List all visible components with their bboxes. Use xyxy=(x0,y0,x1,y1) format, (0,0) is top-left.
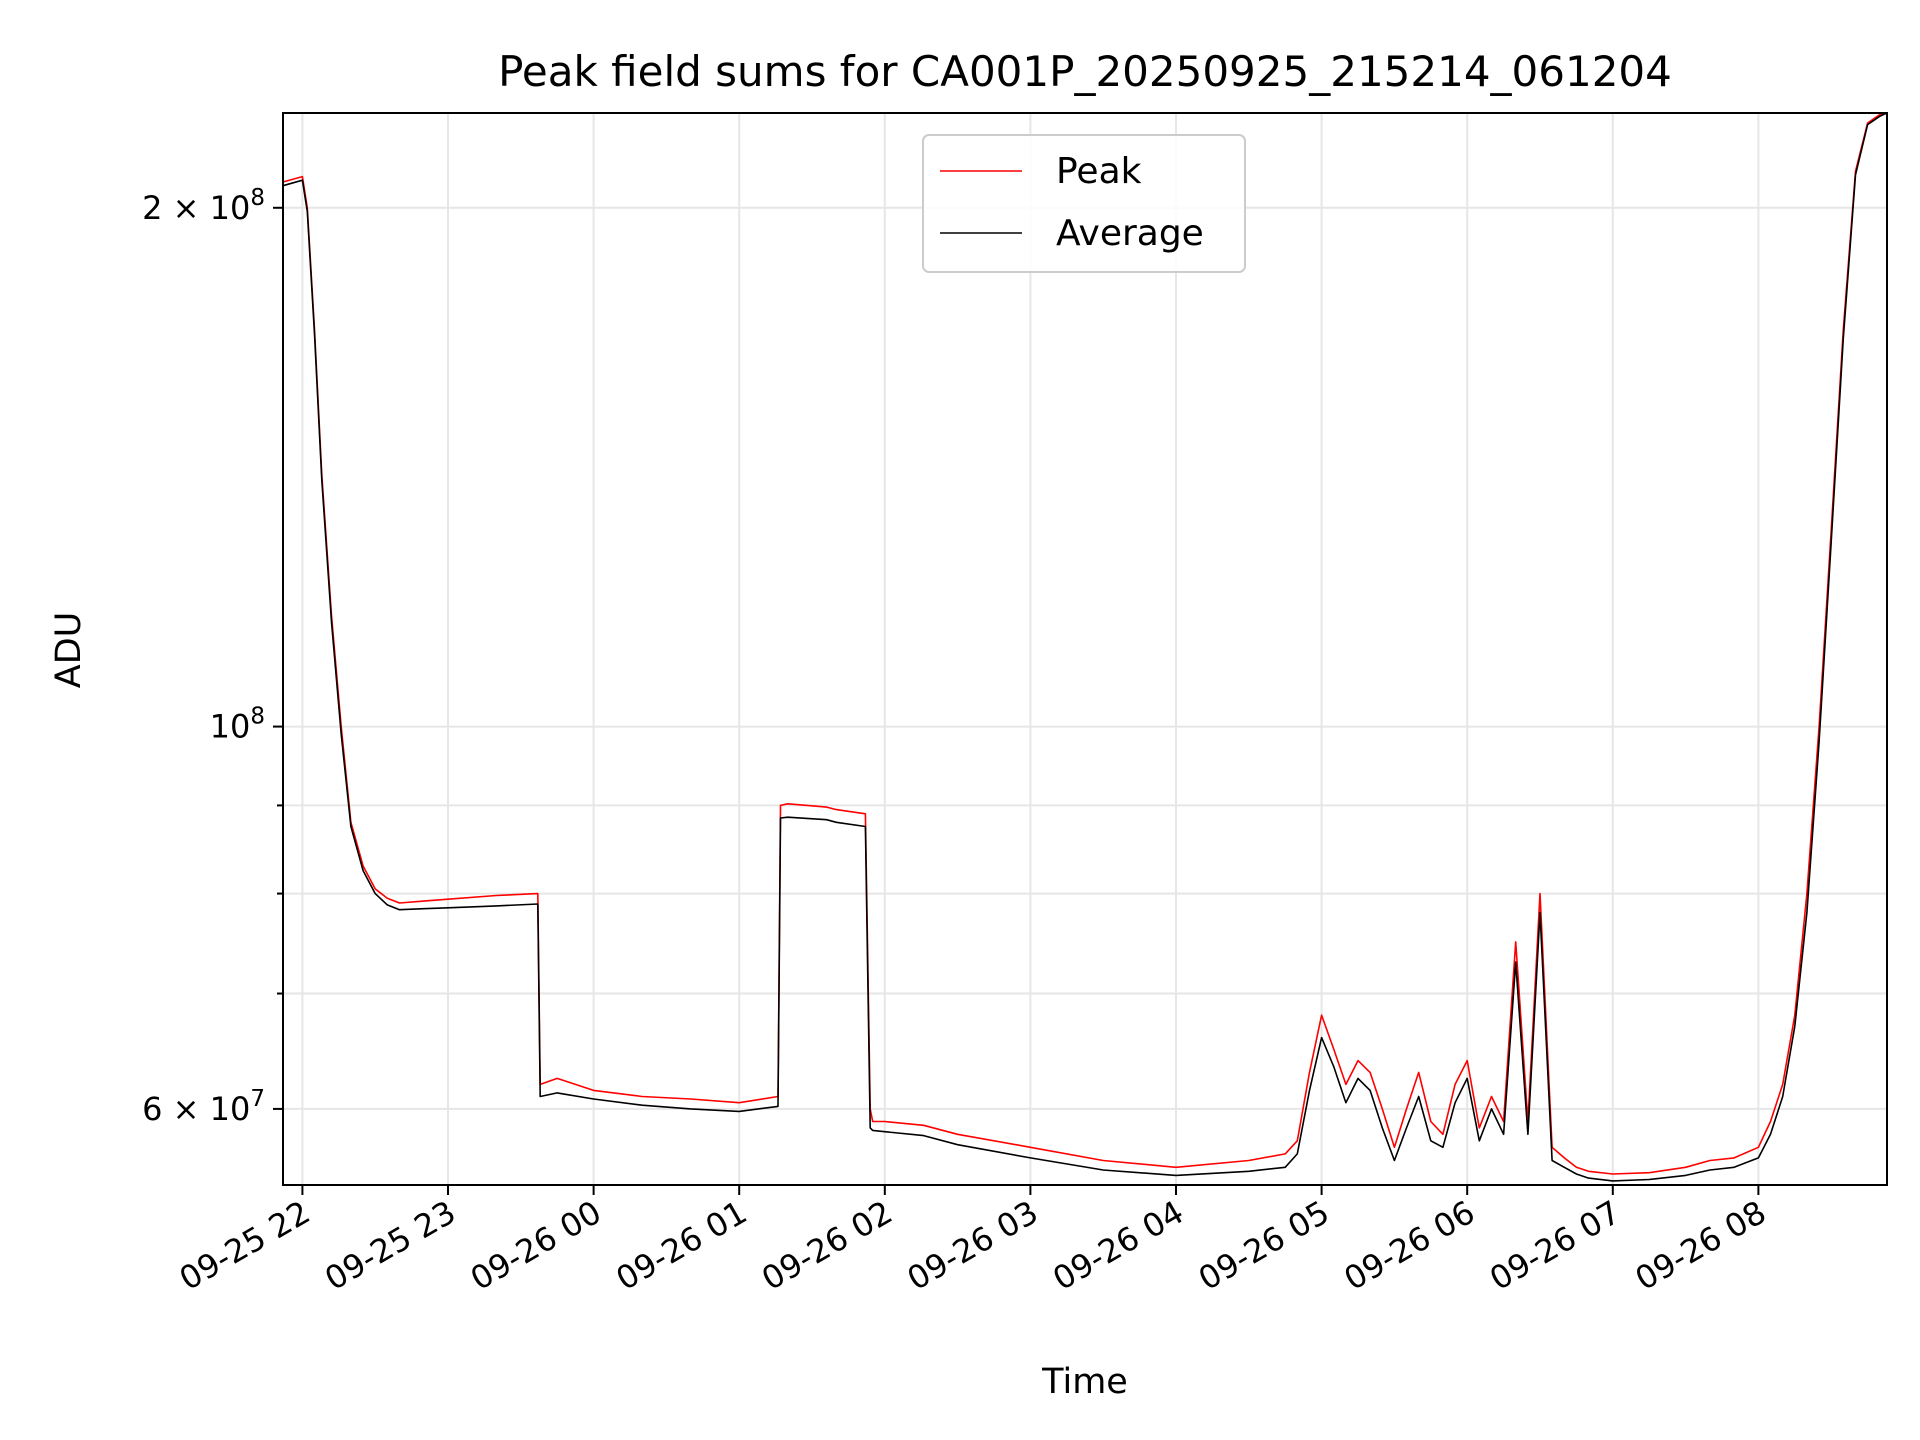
legend-box xyxy=(922,134,1246,273)
y-tick-label: 108 xyxy=(210,704,265,746)
plot-frame xyxy=(282,112,1888,1186)
series-group xyxy=(282,112,1888,1182)
legend-label-average: Average xyxy=(1056,213,1204,254)
x-axis: 09-25 22 09-25 23 09-26 00 09-26 01 09-26 02… xyxy=(173,1185,1773,1298)
x-tick-label: 09-26 03 xyxy=(901,1193,1045,1298)
x-tick-label: 09-25 22 xyxy=(173,1193,317,1298)
x-tick-label: 09-26 00 xyxy=(464,1193,608,1298)
chart-title: Peak field sums for CA001P_20250925_2152… xyxy=(498,47,1672,96)
x-tick-label: 09-26 01 xyxy=(610,1193,754,1298)
series-line-peak xyxy=(282,112,1888,1175)
y-axis: 2 × 108 108 6 × 107 xyxy=(142,185,283,1128)
legend: Peak Average xyxy=(922,134,1246,273)
x-tick-label: 09-26 07 xyxy=(1483,1193,1627,1298)
x-axis-label: Time xyxy=(1041,1362,1128,1402)
legend-label-peak: Peak xyxy=(1056,151,1142,192)
x-tick-label: 09-26 06 xyxy=(1338,1193,1482,1298)
x-tick-label: 09-25 23 xyxy=(318,1193,462,1298)
grid xyxy=(283,113,1887,1185)
x-tick-label: 09-26 05 xyxy=(1192,1193,1336,1298)
y-tick-label: 6 × 107 xyxy=(142,1086,265,1128)
series-line-average xyxy=(282,112,1888,1182)
y-tick-label: 2 × 108 xyxy=(142,185,265,227)
x-tick-label: 09-26 04 xyxy=(1046,1193,1190,1298)
y-axis-label: ADU xyxy=(49,612,89,689)
x-tick-label: 09-26 02 xyxy=(755,1193,899,1298)
x-tick-label: 09-26 08 xyxy=(1629,1193,1773,1298)
